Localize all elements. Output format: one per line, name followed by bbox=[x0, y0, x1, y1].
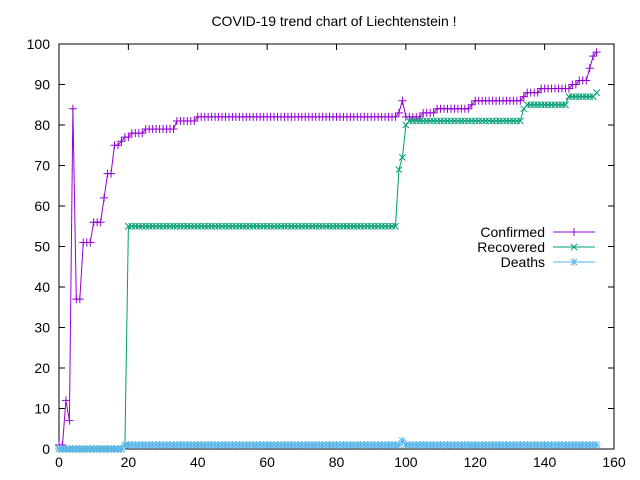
y-tick-label: 40 bbox=[34, 279, 50, 295]
x-tick-label: 80 bbox=[329, 454, 345, 470]
legend-label: Recovered bbox=[477, 239, 545, 255]
data-point bbox=[75, 295, 84, 304]
data-point bbox=[138, 129, 147, 138]
data-point bbox=[117, 445, 126, 453]
data-point bbox=[398, 96, 407, 105]
data-point bbox=[68, 104, 77, 113]
data-point bbox=[391, 222, 399, 230]
x-tick-label: 40 bbox=[190, 454, 206, 470]
x-tick-label: 100 bbox=[394, 454, 418, 470]
data-point bbox=[592, 440, 601, 449]
data-point bbox=[571, 80, 580, 89]
data-point bbox=[464, 104, 473, 113]
data-point bbox=[398, 153, 406, 161]
y-tick-label: 90 bbox=[34, 77, 50, 93]
legend-label: Confirmed bbox=[480, 224, 545, 240]
data-point bbox=[519, 92, 528, 101]
data-point bbox=[169, 125, 178, 134]
data-point bbox=[65, 416, 74, 425]
data-point bbox=[96, 218, 105, 227]
data-point bbox=[394, 440, 403, 449]
y-tick-label: 50 bbox=[34, 239, 50, 255]
data-point bbox=[592, 48, 601, 57]
data-point bbox=[86, 238, 95, 247]
data-point bbox=[516, 96, 525, 105]
data-point bbox=[100, 193, 109, 202]
series-line bbox=[59, 92, 598, 450]
data-point bbox=[561, 101, 569, 109]
legend-marker bbox=[570, 258, 578, 266]
data-point bbox=[190, 116, 199, 125]
data-point bbox=[398, 436, 407, 445]
y-tick-label: 10 bbox=[34, 401, 50, 417]
x-tick-label: 0 bbox=[55, 454, 63, 470]
legend-marker bbox=[570, 228, 578, 236]
x-tick-label: 160 bbox=[602, 454, 626, 470]
data-point bbox=[124, 133, 133, 142]
data-point bbox=[394, 108, 403, 117]
y-tick-label: 80 bbox=[34, 117, 50, 133]
y-tick-label: 100 bbox=[27, 36, 51, 52]
y-tick-label: 30 bbox=[34, 320, 50, 336]
series-recovered bbox=[55, 89, 601, 453]
x-tick-label: 120 bbox=[464, 454, 488, 470]
data-point bbox=[395, 166, 403, 174]
data-point bbox=[564, 84, 573, 93]
data-point bbox=[117, 137, 126, 146]
data-point bbox=[391, 112, 400, 121]
y-tick-label: 20 bbox=[34, 360, 50, 376]
axes: 0 10 20 30 40 50 60 70 80 90 100 0 20 40 60 80 100 120 140… bbox=[27, 36, 626, 470]
data-point bbox=[467, 100, 476, 109]
data-point bbox=[593, 89, 601, 97]
data-point bbox=[585, 64, 594, 73]
chart-title: COVID-19 trend chart of Liechtenstein ! bbox=[211, 13, 456, 29]
legend-marker bbox=[570, 243, 578, 251]
data-point bbox=[589, 52, 598, 61]
y-tick-label: 70 bbox=[34, 158, 50, 174]
series-layer bbox=[55, 48, 601, 453]
data-point bbox=[429, 108, 438, 117]
data-point bbox=[415, 112, 424, 121]
data-point bbox=[516, 117, 524, 125]
y-tick-label: 60 bbox=[34, 198, 50, 214]
x-tick-label: 140 bbox=[533, 454, 557, 470]
data-point bbox=[533, 88, 542, 97]
series-deaths bbox=[55, 436, 601, 453]
series-confirmed bbox=[55, 48, 601, 449]
data-point bbox=[107, 169, 116, 178]
x-tick-label: 20 bbox=[121, 454, 137, 470]
legend-label: Deaths bbox=[501, 254, 545, 270]
x-tick-label: 60 bbox=[259, 454, 275, 470]
y-tick-label: 0 bbox=[42, 441, 50, 457]
data-point bbox=[61, 396, 70, 405]
data-point bbox=[113, 141, 122, 150]
data-point bbox=[582, 76, 591, 85]
